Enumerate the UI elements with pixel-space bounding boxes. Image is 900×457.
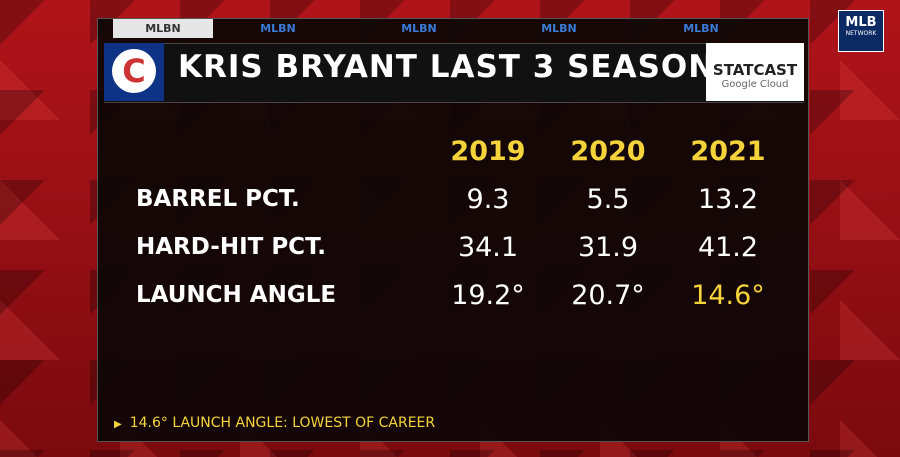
sponsor-sub: Google Cloud [721, 79, 789, 90]
cell: 41.2 [697, 232, 759, 263]
team-logo: C [104, 43, 164, 101]
tab: MLBN [260, 22, 296, 35]
footnote-text: 14.6° LAUNCH ANGLE: LOWEST OF CAREER [129, 415, 436, 431]
tab: MLBN [113, 19, 213, 38]
cell: 31.9 [577, 232, 639, 263]
row-label: HARD-HIT PCT. [136, 234, 326, 260]
row-label: LAUNCH ANGLE [136, 282, 337, 308]
tab: MLBN [683, 22, 719, 35]
row-label: BARREL PCT. [136, 186, 300, 212]
cell: 20.7° [571, 280, 645, 311]
cell: 14.6° [691, 280, 765, 311]
column-header: 2019 [450, 136, 526, 167]
cell: 13.2 [697, 184, 759, 215]
sponsor-logo: STATCAST Google Cloud [706, 43, 804, 101]
tab: MLBN [401, 22, 437, 35]
network-sub: NETWORK [845, 30, 877, 37]
tab: MLBN [541, 22, 577, 35]
team-logo-letter: C [112, 49, 156, 93]
bullet: ▶ [114, 419, 122, 430]
cell: 9.3 [466, 184, 510, 215]
column-header: 2020 [570, 136, 646, 167]
cell: 5.5 [586, 184, 630, 215]
network-logo: MLB NETWORK [838, 10, 884, 52]
title-bar [104, 43, 804, 103]
cell: 19.2° [451, 280, 525, 311]
title: KRIS BRYANT LAST 3 SEASONS [178, 49, 739, 85]
column-header: 2021 [690, 136, 766, 167]
network-name: MLB [845, 15, 877, 30]
stat-panel: MLBN MLBN MLBN MLBN MLBN C KRIS BRYANT L… [97, 18, 809, 442]
footnote: ▶ 14.6° LAUNCH ANGLE: LOWEST OF CAREER [114, 415, 435, 431]
cell: 34.1 [457, 232, 519, 263]
sponsor-name: STATCAST [712, 61, 798, 79]
